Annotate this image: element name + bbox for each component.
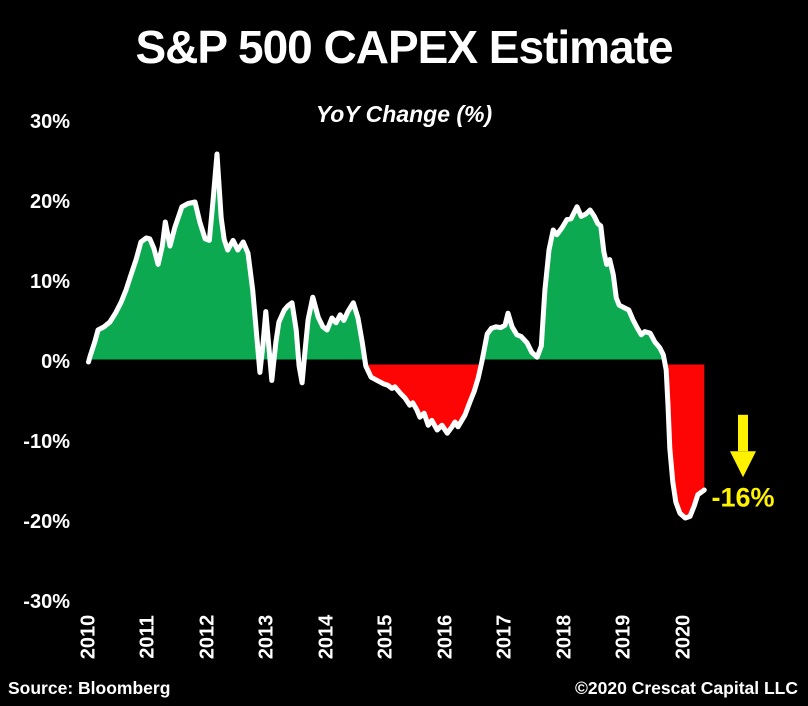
annotation-label: -16% <box>711 482 775 513</box>
series-line <box>86 151 707 521</box>
y-axis-tick-label: -10% <box>23 431 70 453</box>
x-axis-tick-label: 2010 <box>77 614 99 660</box>
y-axis-tick-label: 0% <box>41 351 70 373</box>
page-title: S&P 500 CAPEX Estimate <box>135 21 673 73</box>
area-fill-positive <box>88 154 705 362</box>
x-axis-tick-label: 2014 <box>315 614 337 660</box>
x-axis-tick-label: 2015 <box>374 614 397 660</box>
x-axis-tick-label: 2020 <box>672 614 694 660</box>
source-credit: Source: Bloomberg <box>8 678 171 698</box>
x-axis-tick-label: 2018 <box>553 614 575 660</box>
y-axis-tick-label: 30% <box>29 111 70 133</box>
x-axis-tick-label: 2013 <box>255 614 278 660</box>
x-axis-tick-label: 2017 <box>493 614 516 660</box>
y-axis-tick-label: -30% <box>23 591 70 613</box>
chart-subtitle: YoY Change (%) <box>315 101 493 127</box>
x-axis-tick-label: 2011 <box>136 615 159 659</box>
y-axis-tick-label: 10% <box>29 271 70 293</box>
y-axis-tick-label: 20% <box>29 191 70 213</box>
y-axis-tick-label: -20% <box>23 511 70 533</box>
copyright-credit: ©2020 Crescat Capital LLC <box>575 678 798 698</box>
x-axis-tick-label: 2016 <box>434 614 456 660</box>
x-axis-tick-label: 2012 <box>196 614 218 660</box>
x-axis-tick-label: 2019 <box>612 614 635 660</box>
down-arrow-icon <box>730 414 756 478</box>
